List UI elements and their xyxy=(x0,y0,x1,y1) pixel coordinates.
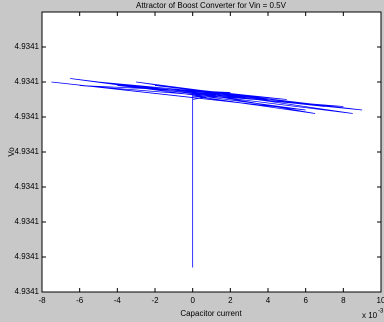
x-tick-label: -6 xyxy=(76,296,84,305)
x-tick-label: 4 xyxy=(266,296,271,305)
x-tick-label: 8 xyxy=(341,296,346,305)
x-tick-label: -2 xyxy=(151,296,159,305)
y-tick-label: 4.9341 xyxy=(15,217,40,226)
x-exponent-power: -3 xyxy=(378,309,384,315)
x-tick-label: 6 xyxy=(303,296,308,305)
chart-title: Attractor of Boost Converter for Vin = 0… xyxy=(136,1,287,10)
x-tick-label: -4 xyxy=(114,296,122,305)
x-tick-label: 2 xyxy=(228,296,233,305)
y-axis-label: Vo xyxy=(7,147,16,157)
y-tick-label: 4.9341 xyxy=(15,182,40,191)
x-tick-label: 10 xyxy=(377,296,384,305)
y-tick-label: 4.9341 xyxy=(15,112,40,121)
y-tick-label: 4.9341 xyxy=(15,77,40,86)
x-exponent: x 10 xyxy=(362,311,378,320)
y-tick-label: 4.9341 xyxy=(15,287,40,296)
x-tick-label: -8 xyxy=(38,296,46,305)
x-tick-label: 0 xyxy=(190,296,195,305)
y-tick-label: 4.9341 xyxy=(15,147,40,156)
plot-area xyxy=(41,11,382,293)
line xyxy=(51,78,363,268)
y-tick-label: 4.9341 xyxy=(15,42,40,51)
x-axis-label: Capacitor current xyxy=(180,309,242,318)
y-tick-label: 4.9341 xyxy=(15,252,40,261)
